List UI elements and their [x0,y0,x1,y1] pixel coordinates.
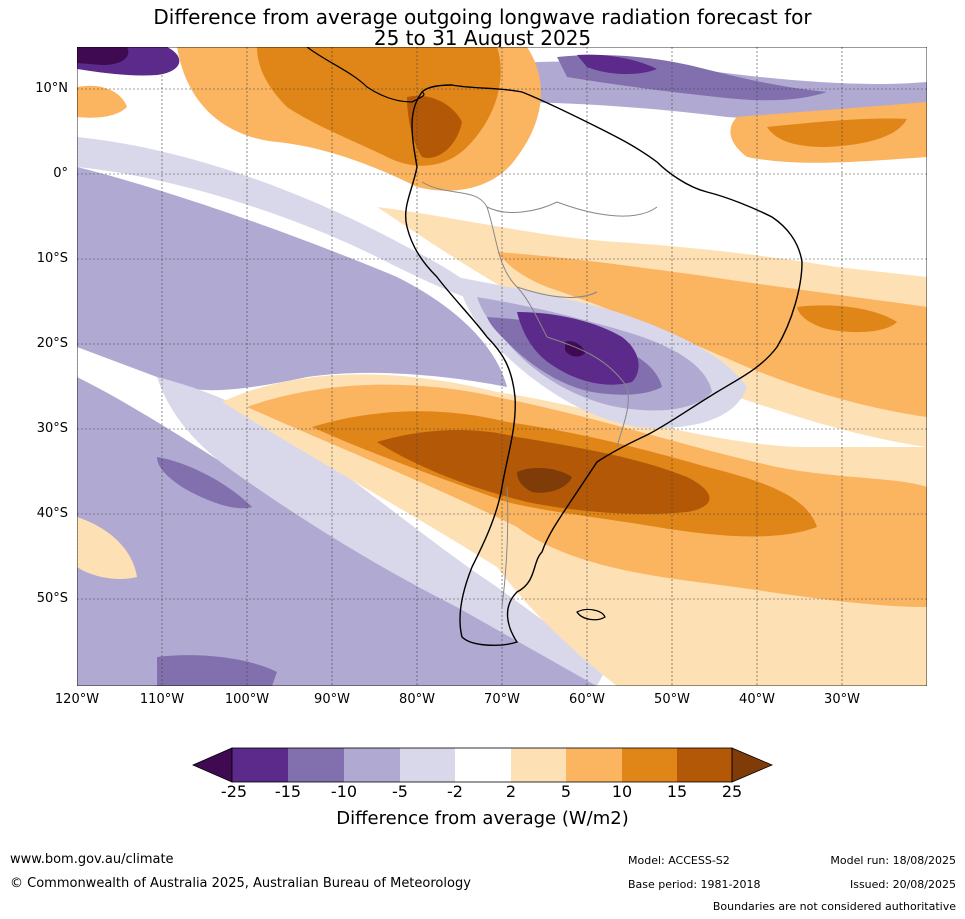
base-period: Base period: 1981-2018 [628,878,761,891]
lon-label-110w: 110°W [139,692,185,707]
country-borders [421,181,658,608]
colorbar-tick--25: -25 [220,782,248,801]
copyright-text: © Commonwealth of Australia 2025, Austra… [10,876,471,891]
colorbar-bin-3 [344,748,400,782]
colorbar-bin-1 [232,748,288,782]
south-pacific-light-band [157,377,607,686]
colorbar-tick-5: 5 [560,782,572,801]
lon-label-80w: 80°W [399,692,435,707]
graticule [77,47,927,686]
atlantic-positive-strong [797,305,897,333]
colorbar-tick--15: -15 [274,782,302,801]
boundaries-disclaimer: Boundaries are not considered authoritat… [712,900,956,913]
south-pacific-negative-region [77,377,597,686]
south-pacific-bottom-negative [157,655,277,686]
lon-label-60w: 60°W [569,692,605,707]
colorbar-bin-4 [400,748,455,782]
pacific-light-negative-band [77,137,497,307]
northwest-extreme-core [77,47,129,65]
colorbar-bin-7 [566,748,622,782]
colorbar-tick-10: 10 [611,782,633,801]
atlantic-positive-mid [497,252,927,417]
colorbar-extend-low [191,747,233,783]
colorbar-tick-25: 25 [721,782,743,801]
lon-label-50w: 50°W [654,692,690,707]
colorbar-tick-15: 15 [666,782,688,801]
lat-label-10s: 10°S [36,251,68,266]
model-run-date: Model run: 18/08/2025 [830,854,956,867]
lon-label-30w: 30°W [824,692,860,707]
falkland-islands [576,608,606,621]
lat-label-20s: 20°S [36,336,68,351]
colorbar-bin-2 [288,748,344,782]
lat-label-0: 0° [53,166,68,181]
south-positive-extreme [517,467,572,493]
lat-label-40s: 40°S [36,506,68,521]
northeast-positive-strong [767,118,907,147]
southwest-positive-patch [77,517,137,579]
lat-label-10n: 10°N [35,81,68,96]
north-negative-core [577,54,657,75]
colorbar-tick-2: 2 [505,782,517,801]
colorbar [191,747,774,783]
lon-label-90w: 90°W [314,692,350,707]
colorbar-bin-5 [455,748,511,782]
central-america-coastline [306,47,425,103]
issued-date: Issued: 20/08/2025 [849,878,956,891]
lat-label-50s: 50°S [36,591,68,606]
model-name: Model: ACCESS-S2 [628,854,730,867]
lon-label-70w: 70°W [484,692,520,707]
colorbar-tick--10: -10 [330,782,358,801]
website-link[interactable]: www.bom.gov.au/climate [10,852,174,867]
lon-label-40w: 40°W [739,692,775,707]
lat-label-30s: 30°S [36,421,68,436]
lon-label-120w: 120°W [54,692,100,707]
colorbar-bin-9 [677,748,732,782]
colorbar-bin-6 [511,748,566,782]
lon-label-100w: 100°W [224,692,270,707]
south-pacific-strong-negative [157,457,252,509]
colorbar-tick--5: -5 [392,782,408,801]
colorbar-tick--2: -2 [447,782,463,801]
west-positive-patch [77,85,127,118]
anomaly-map [77,47,927,686]
chart-title-line2: 25 to 31 August 2025 [373,26,592,50]
colorbar-bin-8 [622,748,677,782]
south-america-coastline [404,84,803,646]
chart-title-line1: Difference from average outgoing longwav… [153,5,812,29]
colombia-positive-very-strong [407,95,462,158]
colorbar-label: Difference from average (W/m2) [336,808,629,829]
pacific-negative-region [77,167,507,391]
colorbar-extend-high [731,747,774,783]
